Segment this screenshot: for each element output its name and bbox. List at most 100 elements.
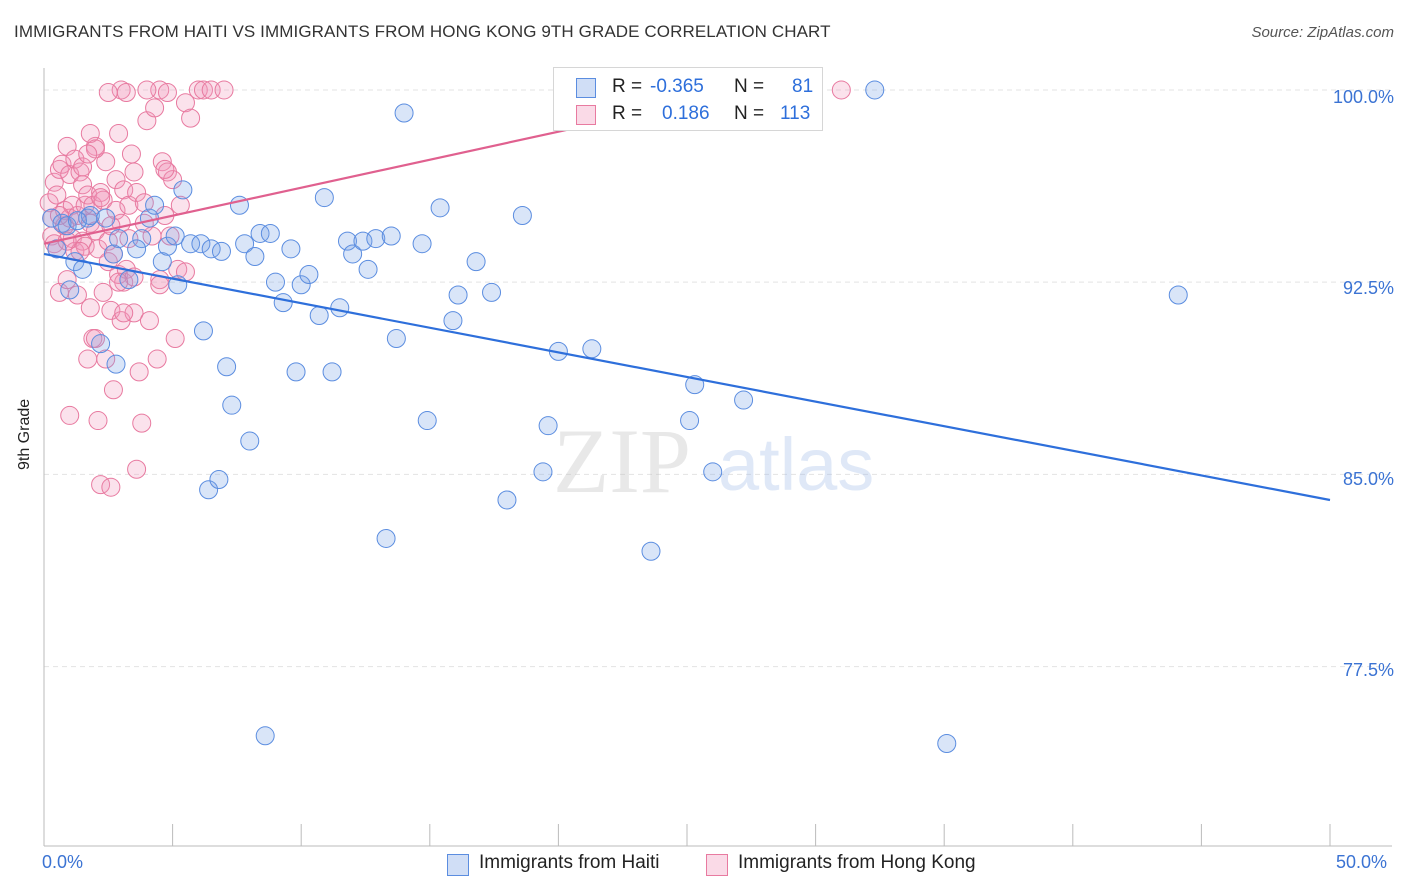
hongkong-point — [80, 124, 100, 144]
haiti-point — [96, 208, 116, 228]
haiti-point — [343, 244, 363, 264]
haiti-point — [255, 726, 275, 746]
haiti-point — [191, 234, 211, 254]
chart-title: IMMIGRANTS FROM HAITI VS IMMIGRANTS FROM… — [14, 22, 831, 41]
haiti-point — [366, 229, 386, 249]
hongkong-point — [91, 182, 111, 202]
haiti-point — [330, 298, 350, 318]
hongkong-point — [88, 411, 108, 431]
haiti-point — [358, 259, 378, 279]
hongkong-point — [121, 144, 141, 164]
haiti-point — [512, 206, 532, 226]
haiti-point — [152, 252, 172, 272]
haiti-point — [265, 272, 285, 292]
hongkong-point — [114, 303, 134, 323]
hongkong-point — [129, 362, 149, 382]
hongkong-point — [168, 259, 188, 279]
haiti-point — [430, 198, 450, 218]
haiti-point — [582, 339, 602, 359]
hongkong-point — [193, 80, 213, 100]
haiti-point — [67, 211, 87, 231]
hongkong-point — [116, 83, 136, 103]
hongkong-point — [145, 98, 165, 118]
hongkong-point — [155, 159, 175, 179]
haiti-point — [103, 244, 123, 264]
haiti-point — [533, 462, 553, 482]
haiti-point — [286, 362, 306, 382]
hongkong-point — [127, 182, 147, 202]
y-tick-label-100: 100.0% — [1332, 87, 1394, 107]
haiti-point — [222, 395, 242, 415]
y-axis-title: 9th Grade — [16, 398, 33, 470]
haiti-point — [443, 311, 463, 331]
hongkong-point — [65, 149, 85, 169]
hongkong-point — [39, 193, 59, 213]
haiti-point — [80, 206, 100, 226]
haiti-point — [91, 334, 111, 354]
legend-n-value: 113 — [780, 103, 811, 124]
haiti-point — [145, 195, 165, 215]
haiti-point — [60, 280, 80, 300]
haiti-point — [865, 80, 885, 100]
haiti-point — [538, 416, 558, 436]
y-tick-label-77-5: 77.5% — [1342, 660, 1394, 680]
haiti-point — [466, 252, 486, 272]
legend-r-label: R = — [612, 76, 643, 97]
haiti-legend-label: Immigrants from Haiti — [479, 852, 660, 873]
hongkong-point — [103, 380, 123, 400]
haiti-point — [132, 229, 152, 249]
hongkong-legend-label: Immigrants from Hong Kong — [738, 852, 976, 873]
haiti-point — [217, 357, 237, 377]
legend-n-label: N = — [734, 76, 765, 97]
haiti-point — [273, 293, 293, 313]
hongkong-point — [147, 349, 167, 369]
haiti-point — [937, 733, 957, 753]
hongkong-point — [60, 405, 80, 425]
hongkong-point — [127, 459, 147, 479]
haiti-point — [119, 270, 139, 290]
haiti-point — [106, 354, 126, 374]
haiti-point — [497, 490, 517, 510]
hongkong-point — [78, 349, 98, 369]
haiti-point — [337, 231, 357, 251]
haiti-point — [250, 223, 270, 243]
haiti-swatch — [576, 78, 596, 98]
hongkong-point — [47, 185, 67, 205]
legend-n-value: 81 — [792, 76, 814, 97]
hongkong-point — [101, 477, 121, 497]
watermark-zip: ZIP — [553, 410, 691, 512]
haiti-point — [199, 480, 219, 500]
hongkong-point — [96, 349, 116, 369]
y-tick-label-85: 85.0% — [1342, 469, 1394, 489]
legend-row-hongkong: R = 0.186 N = 113 — [576, 103, 816, 125]
haiti-point — [193, 321, 213, 341]
haiti-point — [245, 247, 265, 267]
hongkong-point — [139, 311, 159, 331]
haiti-point — [322, 362, 342, 382]
haiti-point — [52, 213, 72, 233]
haiti-point — [173, 180, 193, 200]
legend-r-value: 0.186 — [662, 103, 710, 124]
haiti-point — [394, 103, 414, 123]
hongkong-point — [137, 80, 157, 100]
haiti-point — [1168, 285, 1188, 305]
haiti-point — [412, 234, 432, 254]
hongkong-point — [109, 124, 129, 144]
x-tick-label-min: 0.0% — [42, 852, 84, 872]
haiti-point — [448, 285, 468, 305]
haiti-point — [57, 216, 77, 236]
haiti-point — [291, 275, 311, 295]
haiti-point — [641, 541, 661, 561]
legend-n-label: N = — [734, 103, 765, 124]
hongkong-swatch — [576, 105, 596, 125]
haiti-point — [386, 329, 406, 349]
haiti-point — [734, 390, 754, 410]
haiti-point — [42, 208, 62, 228]
hongkong-point — [73, 157, 93, 177]
haiti-point — [240, 431, 260, 451]
legend-r-value: -0.365 — [650, 76, 704, 97]
hongkong-point — [52, 154, 72, 174]
haiti-point — [703, 462, 723, 482]
haiti-point — [209, 470, 229, 490]
legend-r-label: R = — [612, 103, 643, 124]
